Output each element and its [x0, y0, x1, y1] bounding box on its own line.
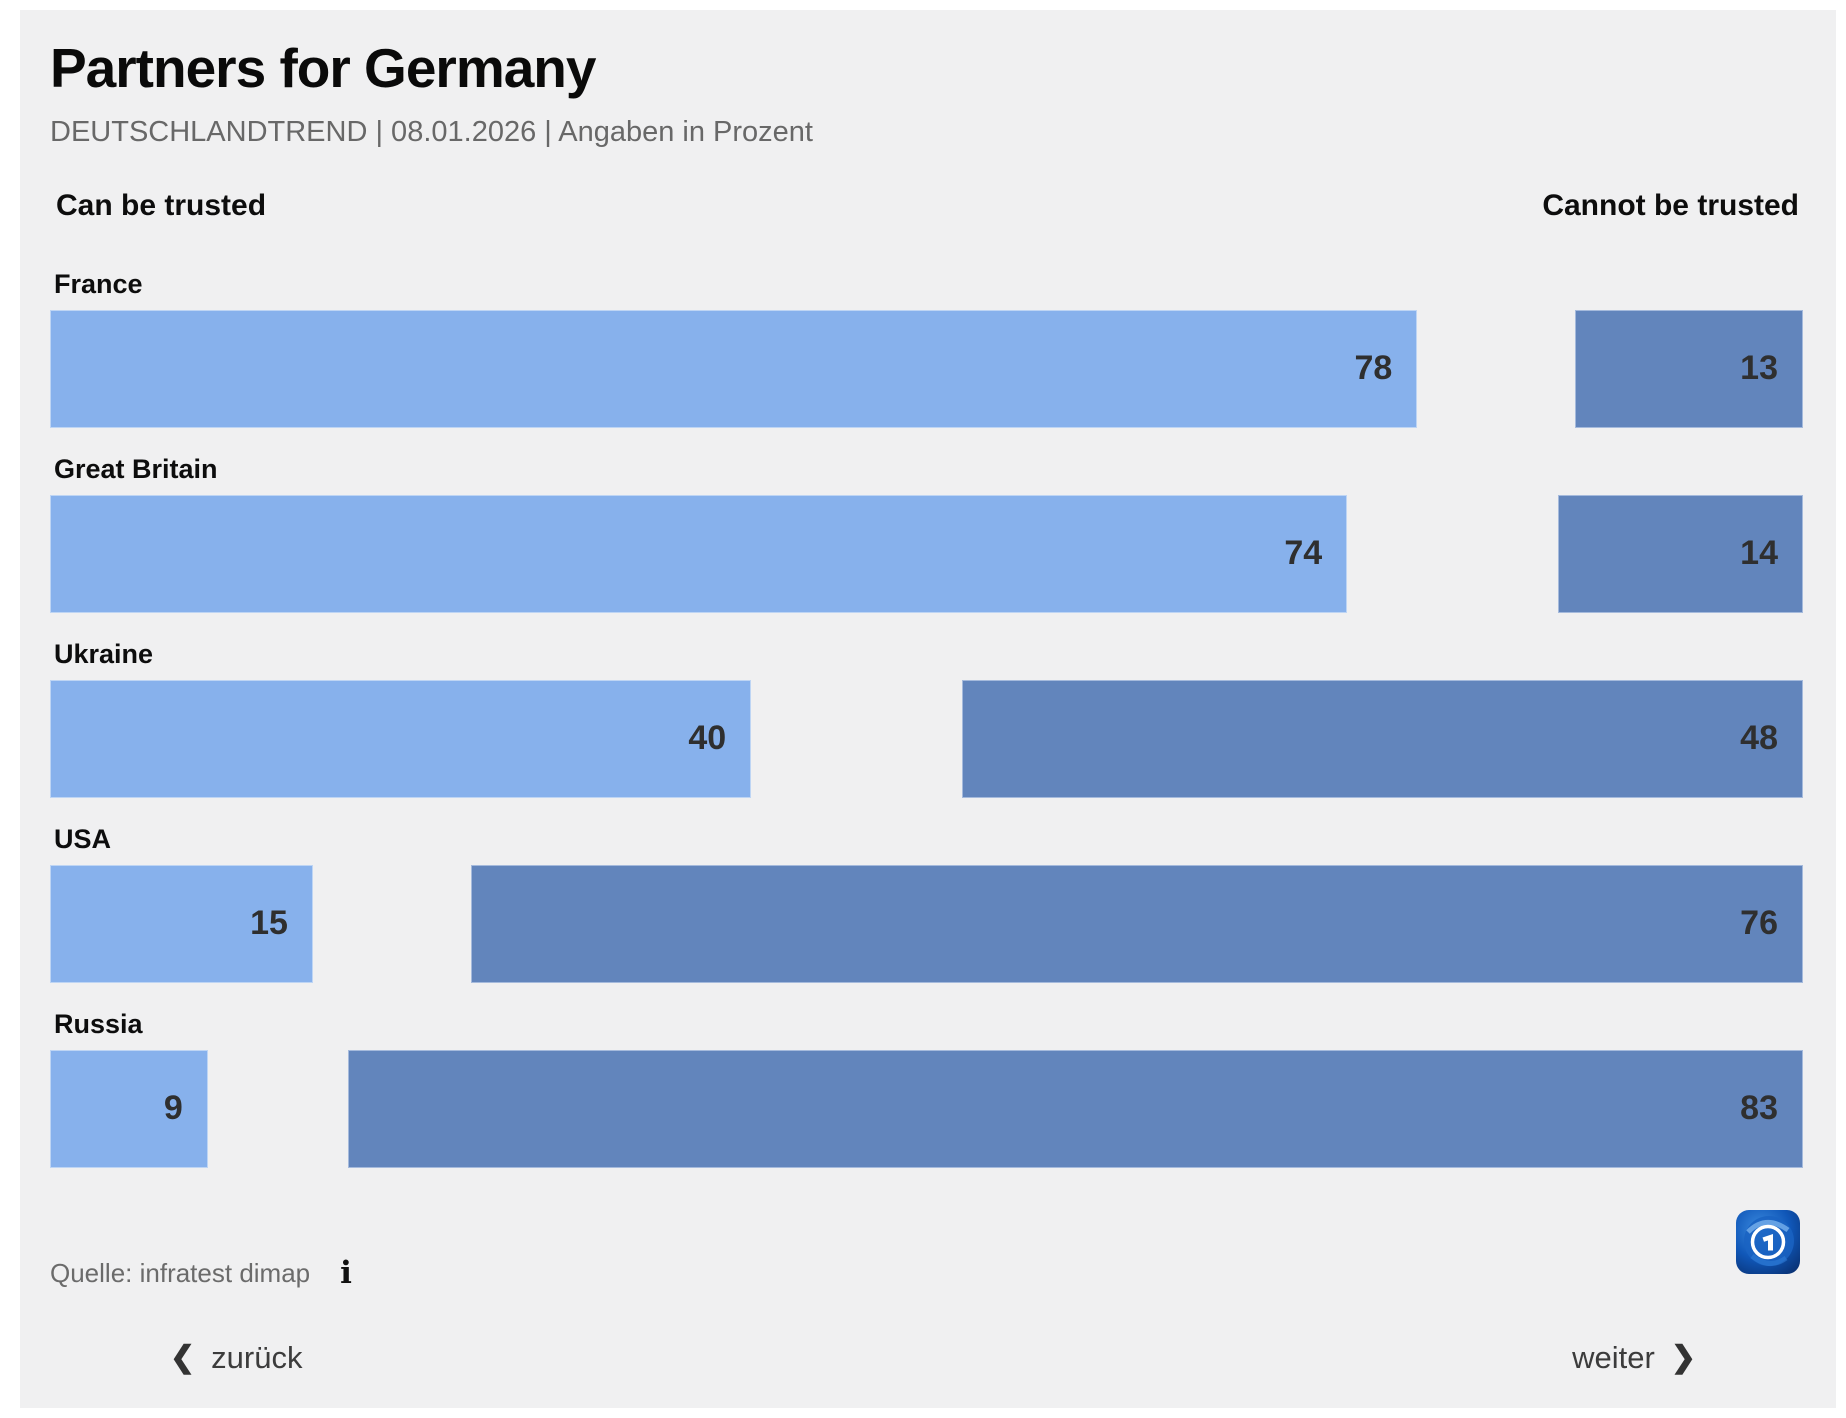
- nav-back-button[interactable]: ❮ zurück: [170, 1340, 302, 1376]
- bar-can-be-trusted: 9: [50, 1049, 208, 1168]
- country-label: USA: [54, 823, 112, 854]
- bar-value: 9: [163, 1089, 183, 1128]
- bar-cannot-be-trusted: 83: [348, 1049, 1803, 1168]
- bar-value: 78: [1354, 349, 1393, 388]
- bar-can-be-trusted: 78: [50, 309, 1418, 428]
- bar-can-be-trusted: 74: [50, 494, 1348, 613]
- country-label: Ukraine: [54, 638, 154, 669]
- bar-value: 13: [1740, 349, 1778, 388]
- chart-rows: France 78 13 Great Britain 74 14 Ukraine…: [50, 267, 1803, 1168]
- source-label: Quelle: infratest dimap: [50, 1257, 311, 1288]
- page-title: Partners for Germany: [50, 37, 597, 99]
- header-can-be-trusted: Can be trusted: [56, 188, 267, 222]
- page-subtitle: DEUTSCHLANDTREND | 08.01.2026 | Angaben …: [50, 115, 813, 148]
- bar-can-be-trusted: 40: [50, 679, 752, 798]
- bar-value: 83: [1740, 1089, 1778, 1128]
- country-label: Great Britain: [54, 453, 218, 484]
- bar-value: 74: [1284, 534, 1323, 573]
- country-label: France: [54, 268, 143, 299]
- nav-next-button[interactable]: weiter ❯: [1572, 1340, 1696, 1376]
- bar-cannot-be-trusted: 14: [1557, 494, 1803, 613]
- bar-value: 14: [1740, 534, 1778, 573]
- chart-row: Ukraine 40 48: [50, 637, 1803, 798]
- back-chevron-icon: ❮: [170, 1341, 196, 1374]
- chart-row: Russia 9 83: [50, 1007, 1803, 1168]
- bar-value: 40: [688, 719, 727, 758]
- chart-row: France 78 13: [50, 267, 1803, 428]
- bar-cannot-be-trusted: 48: [961, 679, 1803, 798]
- bar-value: 48: [1740, 719, 1778, 758]
- header-cannot-be-trusted: Cannot be trusted: [1542, 188, 1799, 222]
- bar-can-be-trusted: 15: [50, 864, 313, 983]
- country-label: Russia: [54, 1008, 143, 1039]
- bar-value: 76: [1740, 904, 1778, 943]
- chart-row: Great Britain 74 14: [50, 452, 1803, 613]
- chart-row: USA 15 76: [50, 822, 1803, 983]
- nav-next-label: weiter: [1572, 1340, 1655, 1375]
- bar-cannot-be-trusted: 76: [470, 864, 1803, 983]
- info-icon[interactable]: i: [340, 1255, 352, 1291]
- nav-back-label: zurück: [211, 1340, 303, 1375]
- bar-cannot-be-trusted: 13: [1575, 309, 1803, 428]
- bar-value: 15: [250, 904, 288, 943]
- next-chevron-icon: ❯: [1670, 1341, 1696, 1374]
- ard-logo: [1736, 1210, 1800, 1274]
- chart-panel: Partners for Germany DEUTSCHLANDTREND | …: [20, 10, 1836, 1408]
